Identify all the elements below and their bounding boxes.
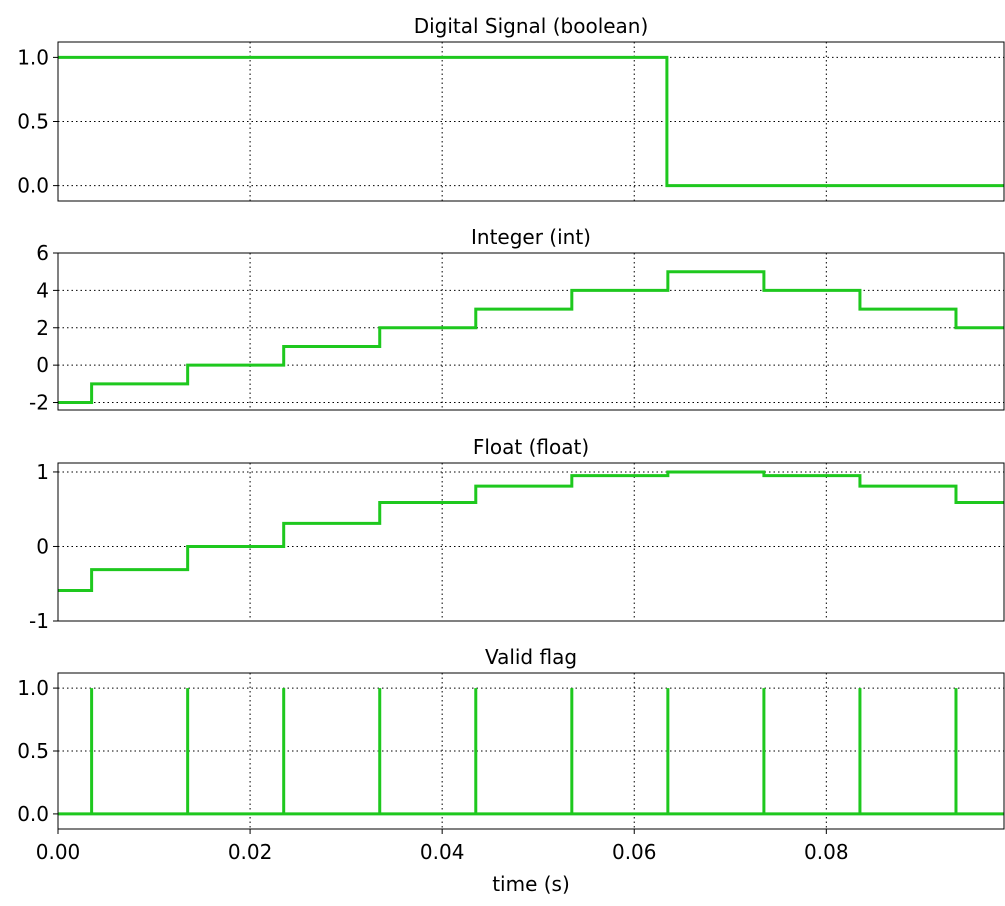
y-tick-label: -2	[29, 391, 49, 415]
subplots: Digital Signal (boolean) 1.0 0.5 0.0 Integer…	[17, 14, 1005, 896]
y-tick-label: 0	[36, 534, 49, 558]
x-tick-label: 0.08	[804, 840, 849, 864]
y-tick-label: 0.5	[17, 110, 49, 134]
y-tick-label: 1.0	[17, 45, 49, 69]
x-axis-label: time (s)	[492, 872, 570, 896]
plot-frame	[57, 672, 1005, 830]
panel-title: Float (float)	[473, 435, 589, 459]
subplot-1: Digital Signal (boolean) 1.0 0.5 0.0	[17, 14, 1005, 202]
x-tick-label: 0.04	[420, 840, 465, 864]
x-tick-label: 0.06	[612, 840, 657, 864]
plot-frame	[57, 252, 1005, 411]
subplot-4: Valid flag 1.0 0.5 0.0 0.00 0.02 0.04 0.06 0.08 t…	[17, 645, 1005, 896]
y-tick-label: 6	[36, 241, 49, 265]
series-line	[58, 55, 1004, 188]
panel-title: Valid flag	[485, 645, 577, 669]
plot-frame	[57, 462, 1005, 622]
y-tick-label: 2	[36, 316, 49, 340]
panel-title: Digital Signal (boolean)	[414, 14, 649, 38]
series-line	[58, 688, 1004, 816]
series-line	[58, 470, 1004, 592]
y-tick-label: 0.5	[17, 739, 49, 763]
y-tick-label: 1.0	[17, 676, 49, 700]
series-line	[58, 270, 1004, 405]
x-tick-label: 0.02	[228, 840, 273, 864]
x-tick-label: 0.00	[36, 840, 81, 864]
y-tick-label: 0.0	[17, 802, 49, 826]
y-tick-label: 4	[36, 278, 49, 302]
y-tick-label: 1	[36, 460, 49, 484]
y-tick-label: 0	[36, 353, 49, 377]
subplot-3: Float (float) 1 0 -1	[29, 435, 1005, 633]
subplot-2: Integer (int) 6 4 2 0 -2	[29, 225, 1005, 415]
panel-title: Integer (int)	[471, 225, 591, 249]
plot-frame	[57, 41, 1005, 202]
y-tick-label: -1	[29, 609, 49, 633]
y-tick-label: 0.0	[17, 174, 49, 198]
